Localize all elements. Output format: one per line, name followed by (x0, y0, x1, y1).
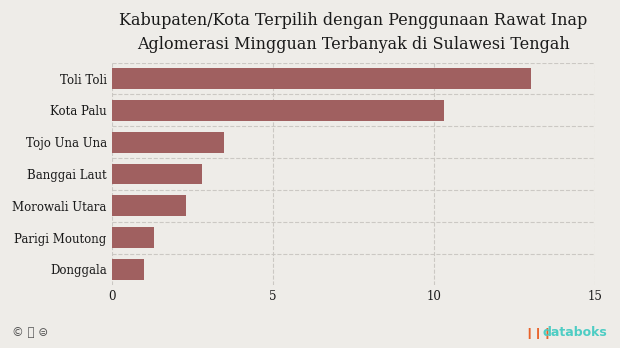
Bar (112, 259, 144, 280)
Text: © ⓓ ⊜: © ⓓ ⊜ (12, 326, 48, 339)
Bar (112, 164, 202, 184)
Bar (112, 132, 224, 152)
Title: Kabupaten/Kota Terpilih dengan Penggunaan Rawat Inap
Aglomerasi Mingguan Terbany: Kabupaten/Kota Terpilih dengan Penggunaa… (119, 12, 588, 53)
Bar (112, 196, 186, 216)
Bar (112, 68, 531, 89)
Bar (112, 227, 154, 248)
Bar (112, 100, 444, 121)
Text: databoks: databoks (542, 326, 607, 339)
Text: ❙❙❙: ❙❙❙ (524, 328, 552, 339)
